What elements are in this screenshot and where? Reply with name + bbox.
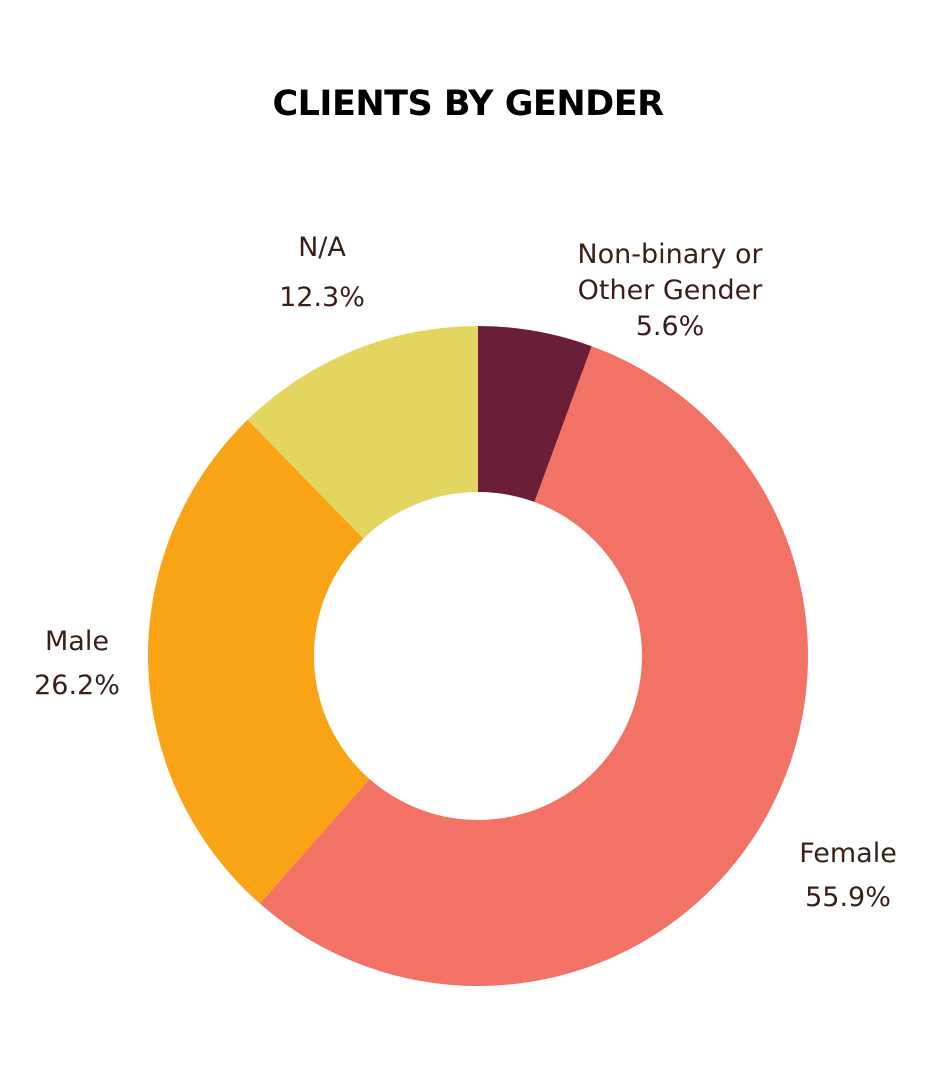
donut-slices [147, 326, 808, 986]
slice-female [259, 346, 808, 986]
slice-label-n-a: N/A 12.3% [279, 232, 365, 313]
slice-n-a [247, 326, 478, 539]
slice-non-binary-or-other-gender [478, 326, 592, 503]
chart-title: CLIENTS BY GENDER [272, 84, 664, 124]
slice-labels: Non-binary or Other Gender 5.6% Female 55.9%… [34, 232, 897, 913]
slice-label-non-binary-or-other-gender: Non-binary or Other Gender 5.6% [577, 239, 763, 342]
slice-label-male: Male 26.2% [34, 626, 120, 701]
slice-male [147, 419, 370, 904]
slice-label-female: Female 55.9% [799, 838, 897, 913]
